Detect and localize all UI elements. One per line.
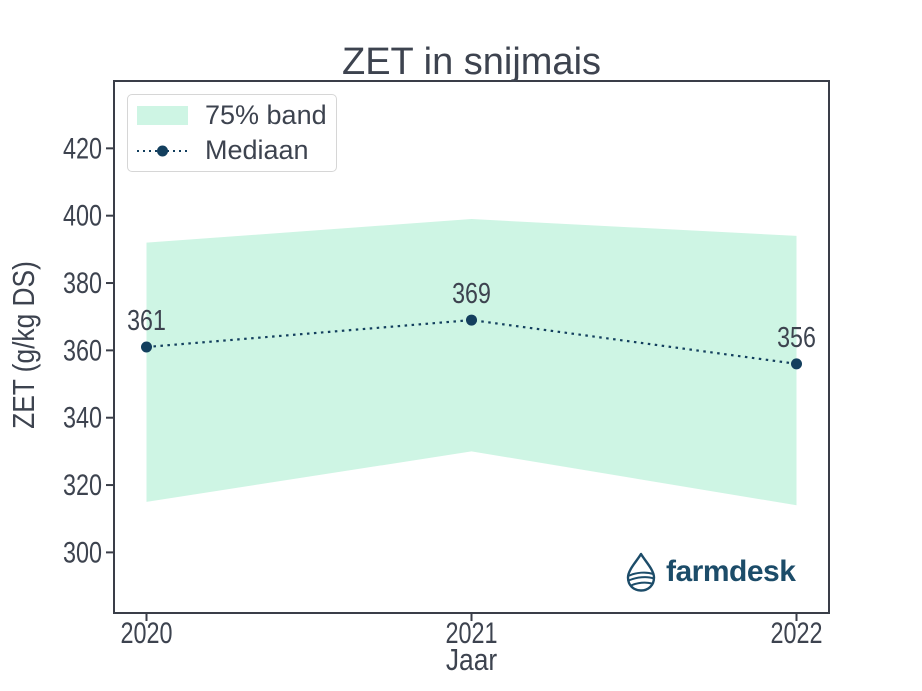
legend-label-median: Mediaan	[205, 135, 309, 165]
data-point-label: 361	[127, 303, 166, 336]
data-point-label: 356	[777, 320, 816, 353]
farmdesk-logo: farmdesk	[624, 552, 796, 592]
data-point-label: 369	[452, 277, 491, 310]
legend-item-median: Mediaan	[137, 137, 336, 164]
data-point	[466, 314, 477, 326]
x-tick-label: 2022	[770, 616, 822, 649]
data-point	[791, 358, 802, 370]
y-tick-label: 380	[63, 266, 102, 299]
y-tick-label: 340	[63, 401, 102, 434]
x-tick-label: 2020	[120, 616, 172, 649]
legend-item-band: 75% band	[137, 102, 336, 129]
y-tick-label: 300	[63, 536, 102, 569]
y-tick-label: 400	[63, 199, 102, 232]
farmdesk-wordmark: farmdesk	[666, 555, 796, 588]
legend-label-band: 75% band	[205, 100, 327, 130]
y-tick-label: 320	[63, 468, 102, 501]
plot-border	[113, 80, 830, 614]
x-axis-label: Jaar	[446, 643, 498, 677]
x-tick-label: 2021	[445, 616, 497, 649]
chart-title: ZET in snijmais	[342, 41, 601, 83]
droplet-icon	[626, 552, 656, 592]
y-tick-label: 360	[63, 334, 102, 367]
median-line-sample	[137, 145, 188, 156]
y-tick-label: 420	[63, 132, 102, 165]
y-axis-label: ZET (g/kg DS)	[7, 261, 41, 429]
band-swatch	[137, 106, 188, 125]
legend: 75% band Mediaan	[127, 94, 337, 172]
data-point	[141, 341, 152, 353]
band-area	[146, 219, 797, 506]
